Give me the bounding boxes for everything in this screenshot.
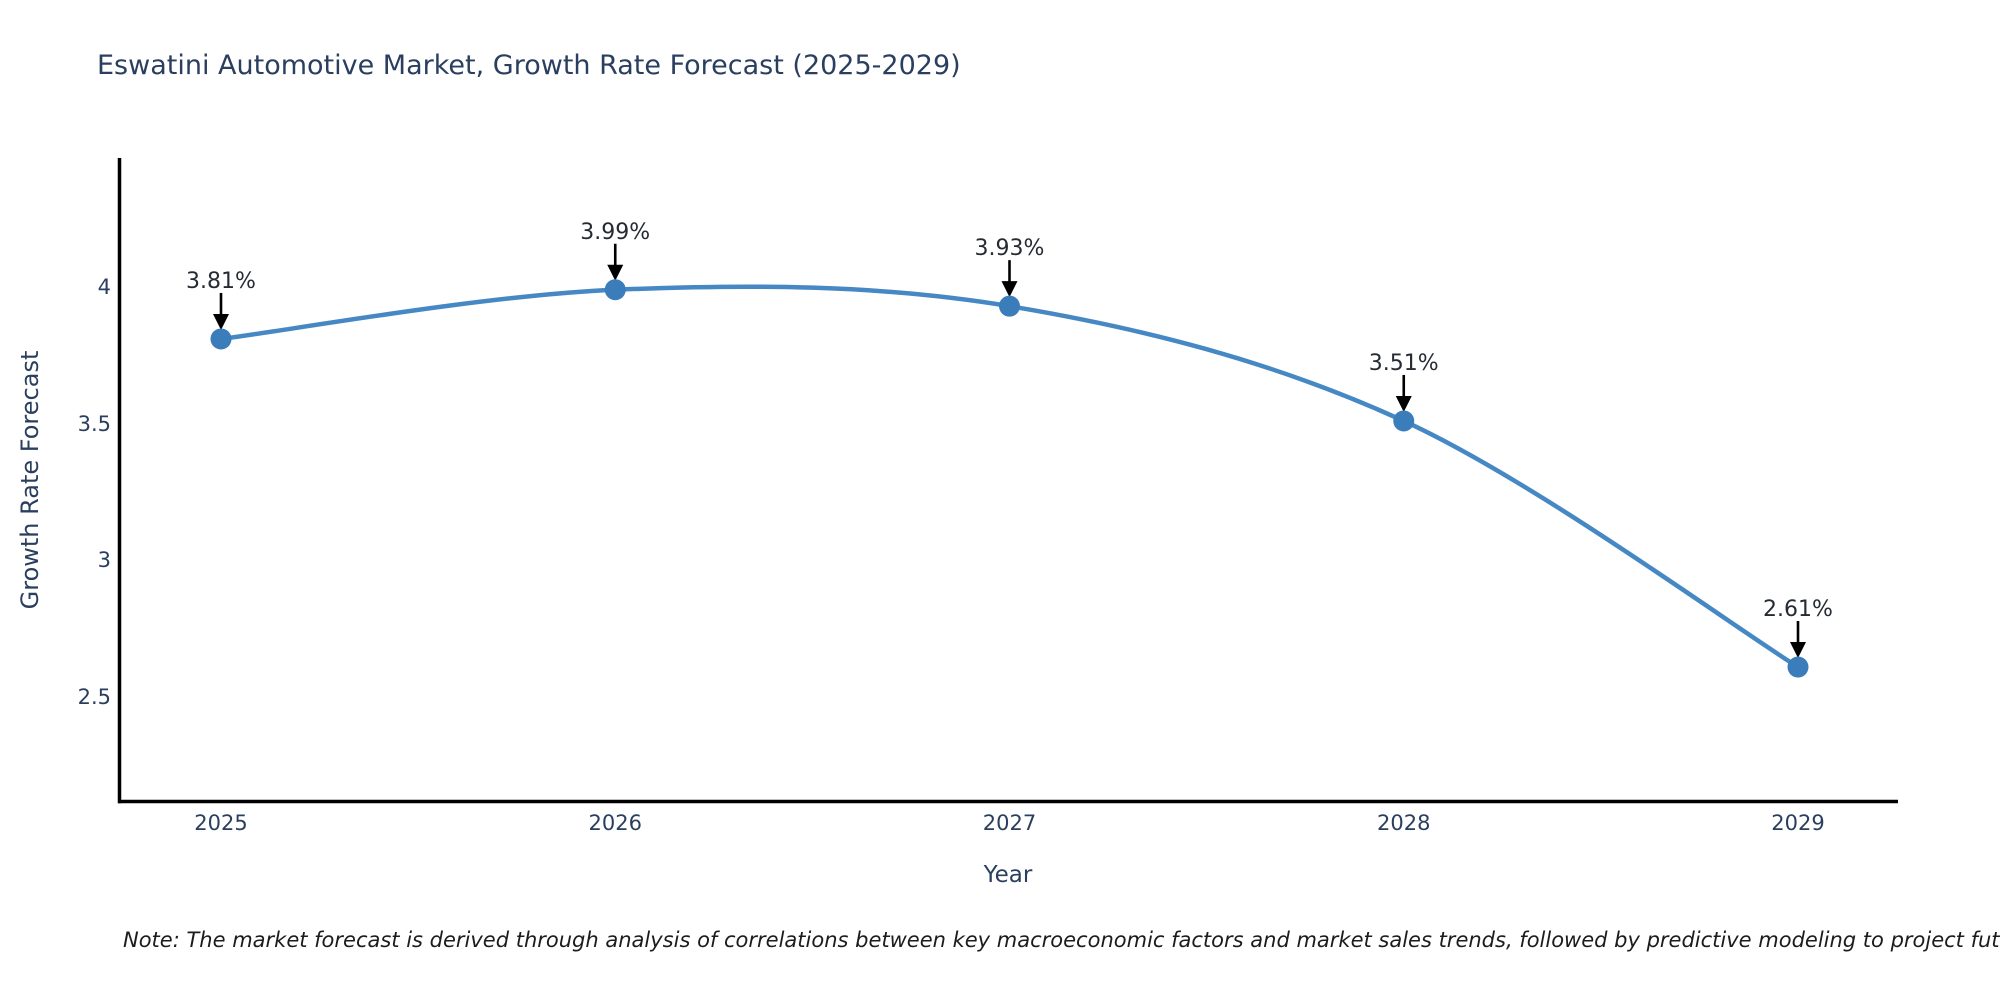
data-point-2029[interactable] [1787, 656, 1809, 678]
x-tick-label: 2027 [982, 811, 1037, 835]
data-point-2025[interactable] [210, 328, 232, 350]
annotation-arrow-head [607, 264, 624, 281]
annotation-arrow-head [1395, 395, 1412, 412]
x-tick-label: 2025 [194, 811, 248, 835]
x-tick-label: 2029 [1771, 811, 1825, 835]
annotation-arrow-head [213, 313, 229, 330]
x-tick-label: 2026 [588, 811, 642, 835]
data-point-2028[interactable] [1393, 410, 1415, 432]
y-tick-label: 3.5 [77, 411, 111, 436]
forecast-line [218, 284, 1801, 670]
data-point-2027[interactable] [999, 295, 1020, 317]
point-value-label: 3.51% [1368, 350, 1439, 376]
point-value-label: 3.99% [580, 219, 651, 245]
footnote: Note: The market forecast is derived thr… [123, 928, 2000, 952]
x-axis-title: Year [983, 862, 1033, 888]
point-value-label: 2.61% [1763, 597, 1833, 623]
data-point-2026[interactable] [604, 279, 626, 301]
x-tick-label: 2028 [1377, 811, 1431, 835]
annotation-arrow-head [1790, 642, 1806, 659]
point-value-label: 3.93% [974, 236, 1045, 262]
y-tick-label: 2.5 [77, 685, 111, 710]
y-tick-label: 4 [97, 275, 111, 299]
y-tick-label: 3 [97, 548, 111, 573]
annotation-arrow-head [1001, 281, 1018, 298]
point-value-label: 3.81% [186, 268, 256, 294]
chart-title: Eswatini Automotive Market, Growth Rate … [97, 50, 961, 81]
